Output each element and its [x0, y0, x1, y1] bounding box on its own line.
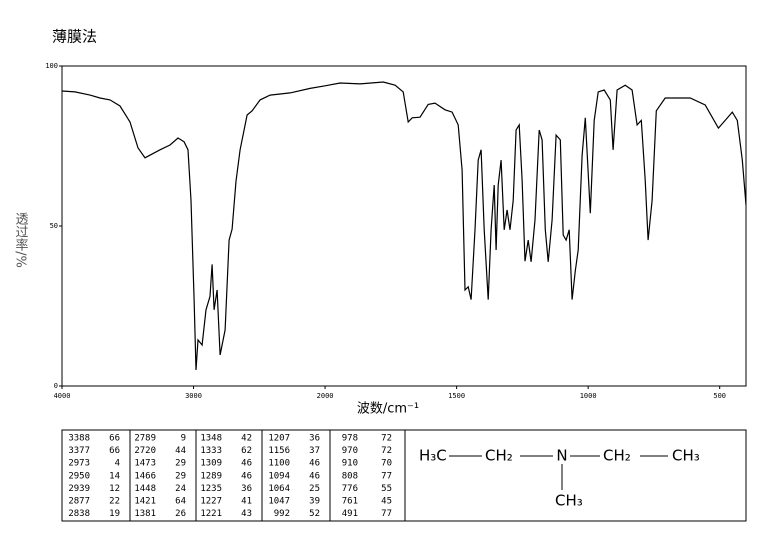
peak-wavenumber: 2950: [68, 471, 90, 481]
peak-transmittance: 45: [381, 497, 392, 507]
table-dividers: [129, 430, 406, 521]
peak-transmittance: 44: [175, 446, 186, 456]
peak-transmittance: 4: [115, 459, 120, 469]
peak-transmittance: 77: [381, 509, 392, 519]
peak-wavenumber: 2789: [134, 434, 156, 444]
peak-transmittance: 43: [241, 509, 252, 519]
peak-wavenumber: 1227: [200, 497, 222, 507]
peak-transmittance: 39: [309, 497, 320, 507]
peak-transmittance: 26: [175, 509, 186, 519]
peak-wavenumber: 1156: [268, 446, 290, 456]
peak-transmittance: 29: [175, 459, 186, 469]
peak-transmittance: 22: [109, 497, 120, 507]
group: N: [556, 447, 567, 465]
peak-transmittance: 72: [381, 446, 392, 456]
peak-transmittance: 14: [109, 471, 120, 481]
chart-title: 薄膜法: [52, 28, 97, 46]
peak-wavenumber: 2838: [68, 509, 90, 519]
peak-wavenumber: 776: [342, 484, 358, 494]
x-tick-label: 1500: [448, 392, 465, 400]
peak-transmittance: 46: [241, 471, 252, 481]
peak-transmittance: 9: [181, 434, 186, 444]
group: H₃C: [419, 447, 447, 465]
peak-transmittance: 36: [241, 484, 252, 494]
peak-transmittance: 55: [381, 484, 392, 494]
peak-wavenumber: 1348: [200, 434, 222, 444]
plot-frame: [61, 65, 747, 387]
peak-wavenumber: 1235: [200, 484, 222, 494]
peak-transmittance: 52: [309, 509, 320, 519]
peak-wavenumber: 1466: [134, 471, 156, 481]
peak-transmittance: 70: [381, 459, 392, 469]
x-tick-label: 3000: [185, 392, 202, 400]
peak-wavenumber: 1333: [200, 446, 222, 456]
peak-wavenumber: 808: [342, 471, 358, 481]
peak-transmittance: 46: [309, 459, 320, 469]
peak-wavenumber: 1094: [268, 471, 290, 481]
peak-wavenumber: 1221: [200, 509, 222, 519]
peak-wavenumber: 1064: [268, 484, 290, 494]
peak-wavenumber: 491: [342, 509, 358, 519]
y-tick-label: 100: [45, 62, 58, 70]
peak-wavenumber: 3388: [68, 434, 90, 444]
peak-transmittance: 19: [109, 509, 120, 519]
bonds: [449, 455, 668, 490]
peak-transmittance: 46: [309, 471, 320, 481]
peak-transmittance: 41: [241, 497, 252, 507]
peak-wavenumber: 970: [342, 446, 358, 456]
peak-wavenumber: 1473: [134, 459, 156, 469]
y-tick-label: 50: [50, 222, 58, 230]
peak-transmittance: 25: [309, 484, 320, 494]
peak-wavenumber: 1100: [268, 459, 290, 469]
group: CH₂: [603, 447, 631, 465]
peak-wavenumber: 1047: [268, 497, 290, 507]
peak-transmittance: 77: [381, 471, 392, 481]
peak-wavenumber: 3377: [68, 446, 90, 456]
peak-wavenumber: 2877: [68, 497, 90, 507]
peak-transmittance: 66: [109, 446, 120, 456]
peak-transmittance: 46: [241, 459, 252, 469]
peak-wavenumber: 1448: [134, 484, 156, 494]
peak-wavenumber: 910: [342, 459, 358, 469]
peak-wavenumber: 2720: [134, 446, 156, 456]
peak-wavenumber: 2939: [68, 484, 90, 494]
peak-wavenumber: 1289: [200, 471, 222, 481]
y-tick-label: 0: [54, 382, 58, 390]
peak-wavenumber: 992: [274, 509, 290, 519]
spectrum-line: [61, 81, 747, 371]
y-axis-label: 透过率/%: [13, 212, 29, 268]
x-axis-label: 波数/cm⁻¹: [357, 402, 419, 417]
peak-transmittance: 42: [241, 434, 252, 444]
peak-transmittance: 72: [381, 434, 392, 444]
peak-transmittance: 12: [109, 484, 120, 494]
peak-wavenumber: 761: [342, 497, 358, 507]
peak-wavenumber: 1381: [134, 509, 156, 519]
x-tick-label: 1000: [580, 392, 597, 400]
x-tick-label: 4000: [54, 392, 71, 400]
peak-transmittance: 37: [309, 446, 320, 456]
peak-transmittance: 62: [241, 446, 252, 456]
group: CH₂: [485, 447, 513, 465]
peak-wavenumber: 1207: [268, 434, 290, 444]
x-tick-label: 500: [713, 392, 726, 400]
peak-transmittance: 24: [175, 484, 186, 494]
group: CH₃: [555, 492, 583, 510]
table-frame: [61, 429, 747, 522]
peak-wavenumber: 978: [342, 434, 358, 444]
peak-transmittance: 64: [175, 497, 186, 507]
peak-wavenumber: 1309: [200, 459, 222, 469]
peak-transmittance: 36: [309, 434, 320, 444]
peak-transmittance: 29: [175, 471, 186, 481]
group: CH₃: [672, 447, 700, 465]
peak-wavenumber: 1421: [134, 497, 156, 507]
peak-wavenumber: 2973: [68, 459, 90, 469]
peak-transmittance: 66: [109, 434, 120, 444]
x-tick-label: 2000: [317, 392, 334, 400]
